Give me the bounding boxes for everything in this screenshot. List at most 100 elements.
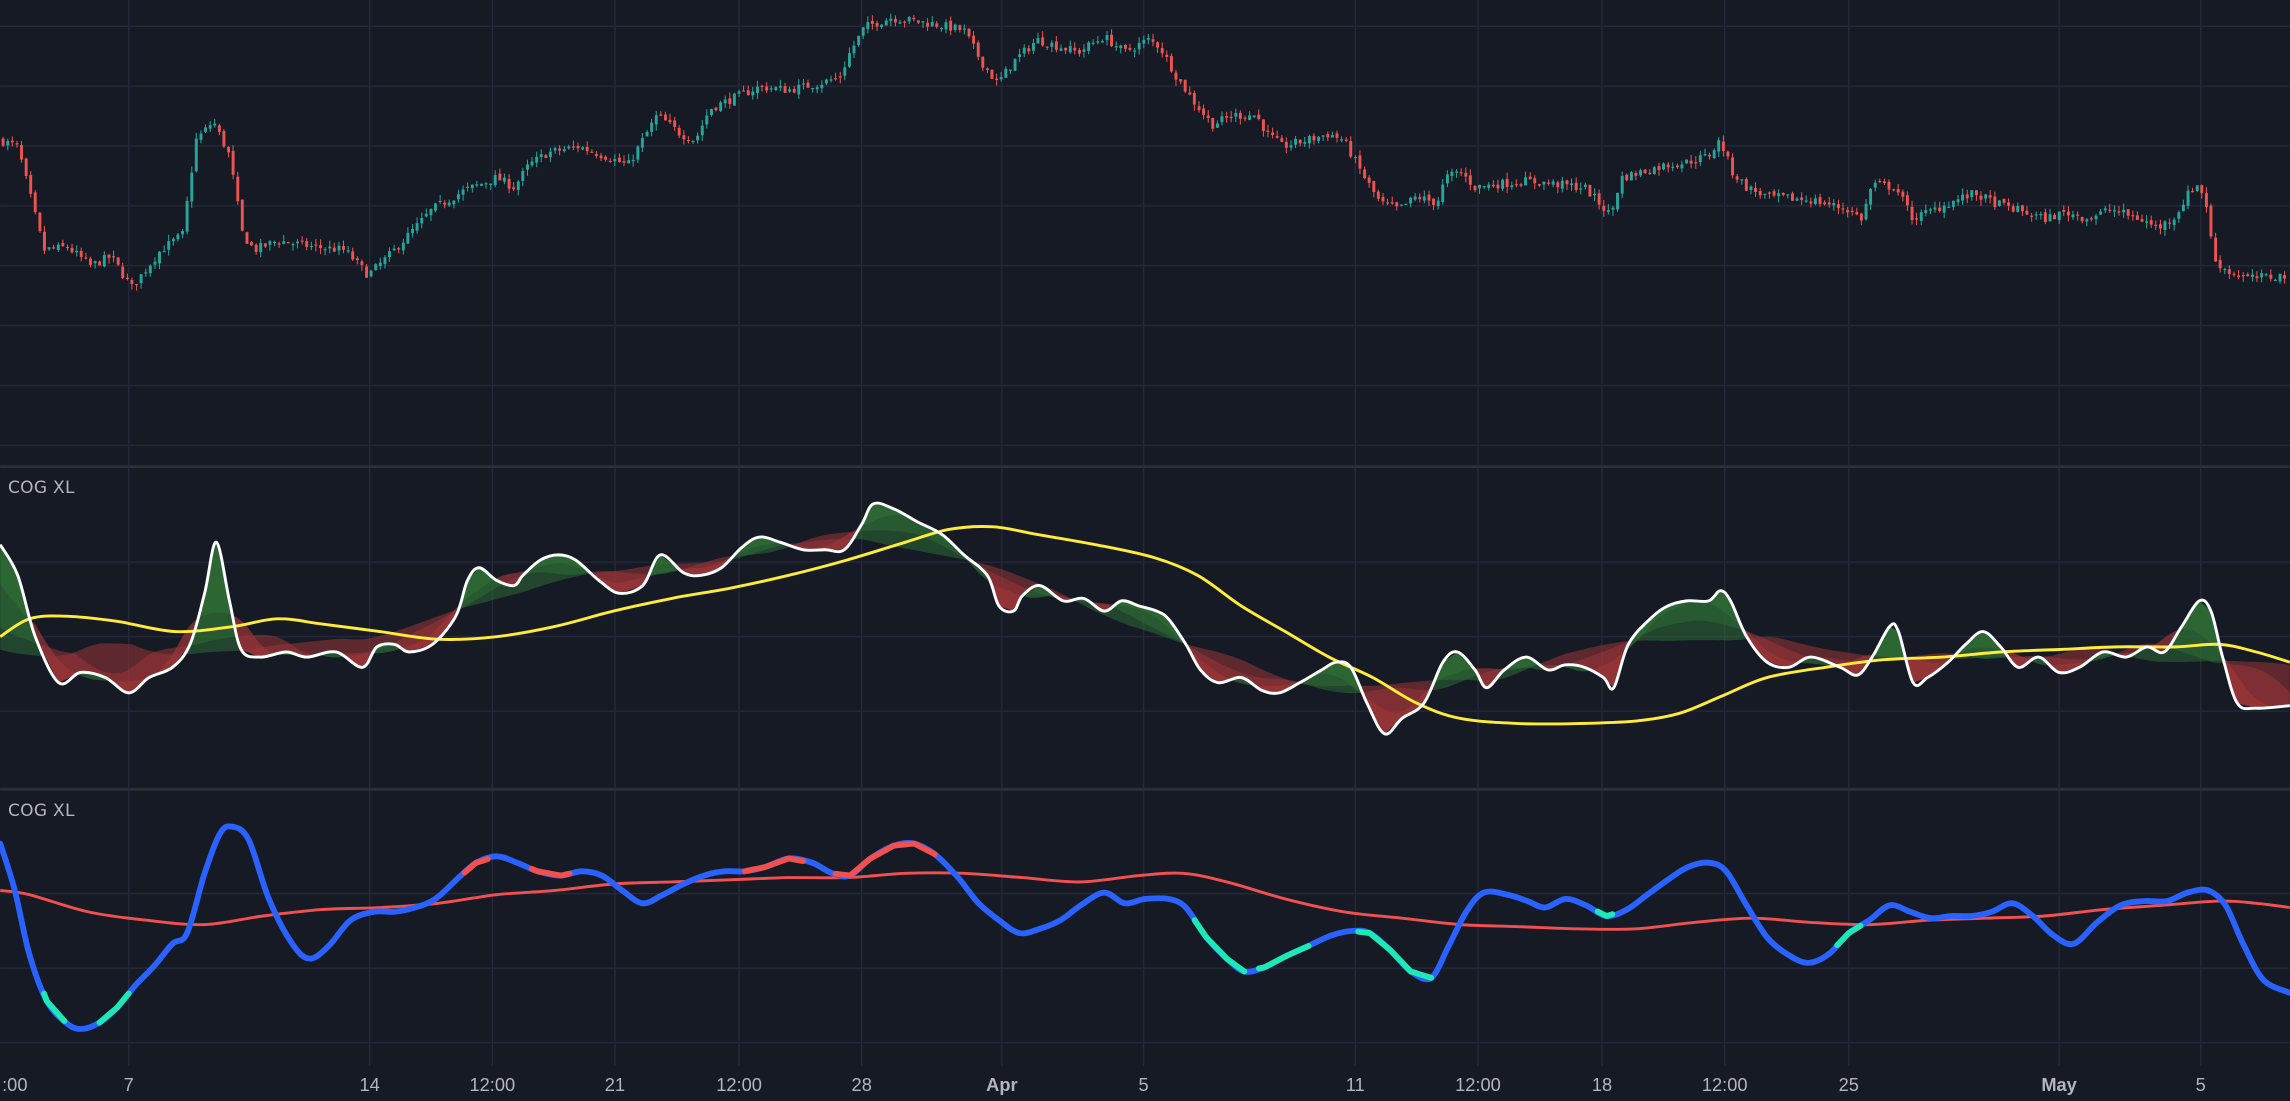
candle-body xyxy=(755,86,759,93)
candle-body xyxy=(1574,182,1578,190)
candle xyxy=(1597,189,1601,210)
candle-body xyxy=(484,183,488,185)
candle-body xyxy=(893,18,897,23)
candle-body xyxy=(682,135,686,140)
candle xyxy=(1505,172,1509,194)
candle xyxy=(185,196,189,235)
candle-body xyxy=(342,246,345,250)
candle-body xyxy=(1542,181,1546,185)
candle xyxy=(1280,135,1284,143)
candle xyxy=(222,129,226,149)
candle-body xyxy=(1128,47,1132,50)
candle xyxy=(631,154,635,167)
candle-body xyxy=(1464,173,1468,177)
candle-body xyxy=(746,90,750,96)
candle xyxy=(1501,178,1505,191)
candle-body xyxy=(1570,183,1573,186)
candle xyxy=(56,242,60,253)
candle xyxy=(1013,58,1017,72)
candle-body xyxy=(1091,42,1095,44)
candle xyxy=(1786,194,1790,199)
candle-body xyxy=(1731,157,1735,176)
candle-body xyxy=(1639,170,1643,176)
candle-body xyxy=(972,35,976,44)
candle-body xyxy=(1261,119,1265,131)
candle-body xyxy=(475,184,479,186)
candle-body xyxy=(594,153,598,156)
candle-body xyxy=(1395,202,1399,207)
candle-body xyxy=(2273,279,2277,281)
candle-body xyxy=(916,20,920,23)
candle-body xyxy=(1487,184,1491,188)
candle xyxy=(1358,150,1362,175)
candle-body xyxy=(1220,116,1224,123)
candle xyxy=(2250,269,2254,282)
candle xyxy=(2149,215,2153,229)
candle-body xyxy=(1758,190,1762,196)
candle xyxy=(378,257,382,270)
candle xyxy=(1892,188,1896,192)
candle xyxy=(1238,110,1242,125)
cog-fill-bearish xyxy=(1188,648,1230,683)
candle-body xyxy=(66,246,69,249)
candle-body xyxy=(1892,189,1896,191)
candle-body xyxy=(1390,202,1394,204)
candle xyxy=(1901,189,1905,202)
candle xyxy=(645,129,649,137)
candle xyxy=(1813,194,1817,206)
candle-body xyxy=(2250,274,2254,278)
candle xyxy=(686,136,690,144)
candle-body xyxy=(1041,37,1045,46)
candle xyxy=(1432,198,1435,211)
candle-body xyxy=(1045,46,1049,48)
candle-body xyxy=(1827,202,1831,205)
candle xyxy=(447,199,451,207)
candle-body xyxy=(1473,185,1477,190)
candle-body xyxy=(664,114,667,121)
candle xyxy=(755,80,759,100)
candle xyxy=(1767,191,1771,199)
oscillator-highlight-segment xyxy=(1834,922,1864,949)
candle-body xyxy=(1915,218,1919,220)
candle xyxy=(1064,47,1068,54)
candle-body xyxy=(268,241,272,245)
cog-fill-bearish xyxy=(680,557,731,576)
candle xyxy=(1961,188,1965,206)
candle xyxy=(1004,66,1008,78)
candle-body xyxy=(213,123,217,126)
candle xyxy=(144,268,148,277)
candle-body xyxy=(1468,175,1472,185)
candle-body xyxy=(125,277,129,280)
candle xyxy=(958,24,962,33)
candle-body xyxy=(2085,219,2089,222)
candle xyxy=(452,200,456,209)
candle xyxy=(594,150,598,159)
cog-fill-bullish xyxy=(1875,626,1905,658)
candle-body xyxy=(1961,194,1965,201)
candle-body xyxy=(792,88,796,93)
candle xyxy=(388,247,391,262)
candle xyxy=(1928,207,1932,215)
candle-body xyxy=(42,231,46,251)
candle-body xyxy=(1717,140,1721,152)
candle-body xyxy=(1804,200,1808,202)
candle-body xyxy=(567,146,571,149)
candle-body xyxy=(1698,155,1702,163)
candle xyxy=(1795,196,1799,201)
candle-body xyxy=(2214,237,2218,262)
candle-body xyxy=(139,274,143,284)
candle xyxy=(1395,201,1399,211)
candle-body xyxy=(1878,181,1882,183)
candle-body xyxy=(424,213,428,217)
candle-body xyxy=(1537,183,1541,186)
candle-body xyxy=(1266,130,1270,133)
candle xyxy=(98,260,102,266)
candle xyxy=(130,277,134,290)
candle xyxy=(415,217,419,234)
candle-body xyxy=(401,242,405,251)
candle xyxy=(1859,212,1863,226)
candle xyxy=(1602,199,1606,217)
candle xyxy=(1887,179,1891,195)
